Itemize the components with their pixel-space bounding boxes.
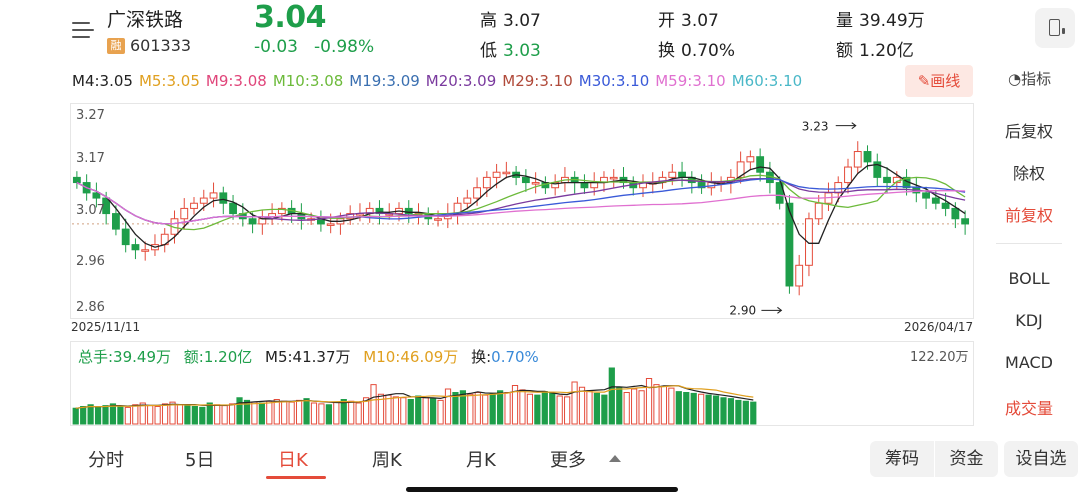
y-tick-label: 3.17 [76, 151, 105, 166]
kline-chart-frame[interactable] [70, 103, 974, 319]
price-change: -0.03 [254, 37, 298, 57]
quote-open-label: 开 [658, 11, 675, 31]
menu-line [72, 36, 90, 38]
ma-legend-item: M60:3.10 [731, 72, 803, 90]
quote-low-value: 3.03 [503, 41, 541, 61]
volume-amount: 额:1.20亿 [183, 348, 253, 366]
quote-high-label: 高 [480, 11, 497, 31]
menu-line [72, 22, 90, 24]
y-tick-label: 3.27 [76, 108, 105, 123]
tab-weekly-k[interactable]: 周K [372, 450, 402, 471]
quote-high-value: 3.07 [503, 11, 541, 31]
caret-up-icon[interactable] [609, 455, 621, 462]
period-tabs: 分时 5日 日K 周K 月K 更多 [0, 438, 860, 480]
ma-legend-item: M20:3.09 [425, 72, 497, 90]
divider [996, 243, 1062, 244]
volume-max-label: 122.20万 [910, 350, 969, 365]
home-indicator [406, 487, 678, 492]
ma-legend-item: M29:3.10 [502, 72, 573, 90]
volume-turnover-value: 0.70% [491, 348, 539, 366]
volume-total: 总手:39.49万 [78, 348, 171, 366]
y-tick-label: 2.86 [76, 300, 105, 315]
stock-code: 601333 [130, 36, 192, 55]
menu-icon[interactable] [72, 20, 96, 42]
tab-daily-k[interactable]: 日K [278, 450, 308, 471]
menu-line [72, 29, 94, 31]
ma-legend-item: M10:3.08 [272, 72, 344, 90]
landscape-toggle-icon[interactable] [1035, 8, 1075, 48]
quote-volume-label: 量 [836, 11, 853, 31]
price-change-pct: -0.98% [314, 37, 375, 57]
current-price: 3.04 [254, 0, 327, 35]
quote-high: 高 3.07 [480, 6, 541, 31]
rp-boll[interactable]: BOLL [1008, 269, 1050, 288]
ma-legend: M4:3.05 M5:3.05 M9:3.08 M10:3.08 M19:3.09 M20… [72, 72, 808, 90]
quote-open: 开 3.07 [658, 6, 719, 31]
phone-dot [1062, 28, 1065, 34]
phone-shape [1049, 19, 1060, 36]
stock-name[interactable]: 广深铁路 [107, 9, 184, 31]
rp-ex-rights[interactable]: 除权 [1012, 164, 1045, 183]
ma-legend-item: M5:3.05 [138, 72, 200, 90]
x-end-date: 2026/04/17 [904, 320, 974, 334]
margin-badge: 融 [107, 38, 125, 54]
quote-turnover-label: 换 [658, 41, 675, 61]
quote-low-label: 低 [480, 41, 497, 61]
indicator-button[interactable]: ◔指标 [1008, 68, 1051, 89]
add-watchlist-button[interactable]: 设自选 [1004, 441, 1078, 477]
rp-back-adjusted[interactable]: 后复权 [1004, 122, 1053, 141]
tab-5day[interactable]: 5日 [185, 450, 215, 471]
quote-open-value: 3.07 [681, 11, 719, 31]
rp-kdj[interactable]: KDJ [1015, 311, 1043, 330]
rp-macd[interactable]: MACD [1005, 353, 1053, 372]
quote-amount-value: 1.20亿 [859, 41, 914, 61]
volume-m10: M10:46.09万 [363, 348, 459, 366]
quote-turnover-value: 0.70% [681, 41, 736, 61]
quote-amount: 额 1.20亿 [836, 36, 914, 61]
volume-m5: M5:41.37万 [265, 348, 351, 366]
volume-legend: 总手:39.49万 额:1.20亿 M5:41.37万 M10:46.09万 换… [78, 346, 547, 367]
fund-flow-button[interactable]: 资金 [935, 441, 998, 477]
rp-forward-adjusted[interactable]: 前复权 [1004, 206, 1053, 225]
active-tab-indicator [266, 476, 326, 479]
rp-volume[interactable]: 成交量 [1004, 399, 1053, 418]
quote-turnover: 换 0.70% [658, 36, 735, 61]
volume-chart-frame[interactable] [70, 341, 974, 426]
tab-intraday[interactable]: 分时 [88, 450, 124, 471]
ma-legend-item: M30:3.10 [578, 72, 650, 90]
ma-legend-item: M4:3.05 [72, 72, 133, 90]
x-start-date: 2025/11/11 [71, 320, 141, 334]
ma-legend-item: M19:3.09 [349, 72, 420, 90]
gauge-icon: ◔ [1008, 70, 1022, 88]
y-tick-label: 2.96 [76, 254, 105, 269]
tab-more[interactable]: 更多 [550, 450, 586, 471]
ma-legend-item: M59:3.10 [655, 72, 726, 90]
tab-monthly-k[interactable]: 月K [466, 450, 496, 471]
volume-turnover-label: 换: [471, 348, 492, 366]
chip-distribution-button[interactable]: 筹码 [870, 441, 934, 477]
quote-volume-value: 39.49万 [859, 11, 925, 31]
draw-line-label: 画线 [930, 72, 961, 90]
quote-low: 低 3.03 [480, 36, 541, 61]
indicator-label: 指标 [1021, 70, 1052, 88]
y-tick-label: 3.07 [76, 203, 105, 218]
draw-line-button[interactable]: ✎画线 [905, 65, 973, 97]
right-panel: 后复权 除权 前复权 BOLL KDJ MACD 成交量 [986, 96, 1072, 436]
ma-legend-item: M9:3.08 [205, 72, 267, 90]
quote-amount-label: 额 [836, 41, 853, 61]
quote-volume: 量 39.49万 [836, 6, 925, 31]
